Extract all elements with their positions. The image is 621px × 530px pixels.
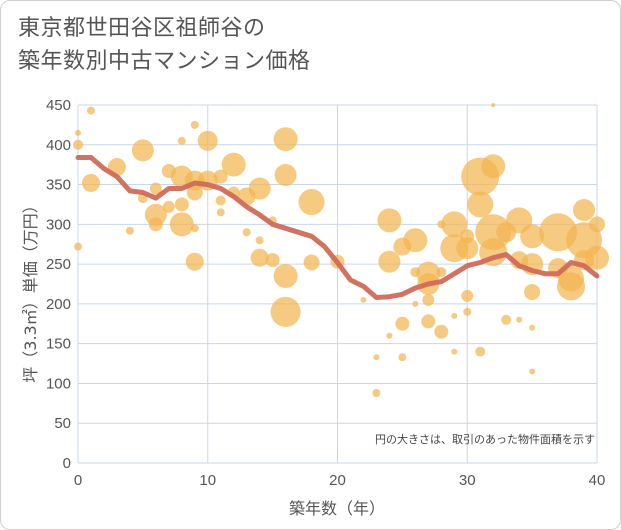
bubble-point bbox=[265, 253, 280, 268]
bubble-point bbox=[436, 267, 447, 278]
bubble-point bbox=[395, 316, 410, 331]
grid bbox=[77, 104, 598, 464]
y-tick-label: 400 bbox=[46, 137, 71, 154]
bubble-point bbox=[274, 164, 297, 187]
bubble-point bbox=[273, 127, 298, 152]
bubble-point bbox=[248, 177, 271, 200]
bubble-point bbox=[434, 324, 449, 339]
x-axis-title: 築年数（年） bbox=[289, 499, 385, 518]
bubble-point bbox=[451, 312, 458, 319]
bubble-point bbox=[467, 191, 494, 218]
x-tick-label: 40 bbox=[589, 472, 606, 489]
chart-title-line-2: 築年数別中古マンション価格 bbox=[18, 49, 311, 74]
bubble-point bbox=[185, 252, 204, 271]
bubble-point bbox=[125, 226, 134, 235]
bubble-point bbox=[303, 254, 320, 271]
y-tick-label: 0 bbox=[63, 455, 71, 472]
bubble-point bbox=[456, 237, 479, 260]
bubble-point bbox=[81, 173, 100, 192]
bubble-point bbox=[524, 283, 541, 300]
y-tick-label: 100 bbox=[46, 375, 71, 392]
bubble-point bbox=[422, 293, 435, 306]
bubble-point bbox=[250, 248, 269, 267]
bubble-point bbox=[177, 136, 186, 145]
x-tick-label: 20 bbox=[329, 472, 346, 489]
trend-line bbox=[75, 155, 600, 300]
bubble-point bbox=[197, 130, 218, 151]
bubble-point bbox=[73, 139, 83, 150]
y-tick-label: 250 bbox=[46, 256, 71, 273]
bubble-point bbox=[398, 353, 407, 362]
bubble-point bbox=[242, 228, 251, 237]
bubble-point bbox=[516, 316, 523, 323]
bubble-point bbox=[221, 152, 246, 177]
size-note: 円の大きさは、取引のあった物件面積を示す bbox=[375, 432, 595, 446]
bubble-point bbox=[149, 182, 162, 195]
bubble-point bbox=[481, 154, 506, 179]
x-tick-label: 0 bbox=[74, 472, 82, 489]
bubble-point bbox=[378, 250, 401, 273]
bubble-point bbox=[377, 208, 402, 233]
bubble-point bbox=[216, 208, 225, 217]
bubble-point bbox=[148, 217, 163, 232]
bubble-point bbox=[86, 106, 95, 115]
y-tick-label: 350 bbox=[46, 177, 71, 194]
bubble-point bbox=[589, 216, 605, 233]
x-tick-label: 30 bbox=[459, 472, 476, 489]
bubble-point bbox=[213, 169, 228, 184]
bubble-point bbox=[298, 189, 325, 216]
bubble-point bbox=[403, 228, 428, 253]
bubble-point bbox=[421, 314, 436, 329]
bubble-point bbox=[557, 272, 586, 301]
bubble-point bbox=[451, 348, 458, 355]
bubble-point bbox=[475, 346, 486, 357]
y-tick-label: 200 bbox=[46, 296, 71, 313]
bubble-point bbox=[461, 289, 474, 302]
bubble-point bbox=[74, 242, 82, 251]
y-tick-label: 450 bbox=[46, 97, 71, 114]
bubble-point bbox=[190, 120, 199, 129]
bubble-point bbox=[373, 354, 380, 361]
trend-line-series bbox=[75, 155, 600, 300]
bubble-point bbox=[491, 103, 496, 107]
bubble-point bbox=[174, 197, 189, 212]
bubble-point bbox=[169, 212, 194, 237]
bubble-point bbox=[520, 224, 545, 249]
bubble-point bbox=[501, 314, 512, 325]
bubble-point bbox=[131, 139, 154, 162]
bubble-point bbox=[441, 211, 468, 238]
bubble-point bbox=[270, 296, 301, 327]
y-tick-label: 300 bbox=[46, 216, 71, 233]
bubble-point bbox=[360, 296, 367, 303]
bubble-point bbox=[75, 129, 81, 136]
chart-title-line-1: 東京都世田谷区祖師谷の bbox=[18, 16, 266, 41]
bubble-series bbox=[73, 103, 609, 397]
bubble-point bbox=[463, 307, 472, 316]
bubble-point bbox=[255, 236, 264, 245]
bubble-point bbox=[529, 324, 536, 331]
y-axis-title: 坪（3.3㎡）単価（万円） bbox=[21, 197, 40, 382]
bubble-point bbox=[573, 199, 596, 222]
bubble-point bbox=[162, 200, 175, 213]
bubble-point bbox=[585, 245, 609, 270]
bubble-point bbox=[186, 184, 203, 201]
y-tick-label: 150 bbox=[46, 336, 71, 353]
bubble-point bbox=[215, 195, 226, 206]
bubble-point bbox=[412, 300, 419, 307]
bubble-point bbox=[529, 368, 536, 375]
y-tick-label: 50 bbox=[54, 415, 71, 432]
bubble-point bbox=[372, 388, 381, 397]
bubble-point bbox=[386, 332, 393, 339]
tick-labels: 0 50 100 150 200 250 300 350 400 450 0 10 20 30 40 bbox=[46, 97, 605, 489]
bubble-point bbox=[190, 224, 199, 233]
x-tick-label: 10 bbox=[199, 472, 216, 489]
bubble-point bbox=[273, 264, 298, 289]
chart-title: 東京都世田谷区祖師谷の 築年数別中古マンション価格 bbox=[18, 12, 538, 78]
